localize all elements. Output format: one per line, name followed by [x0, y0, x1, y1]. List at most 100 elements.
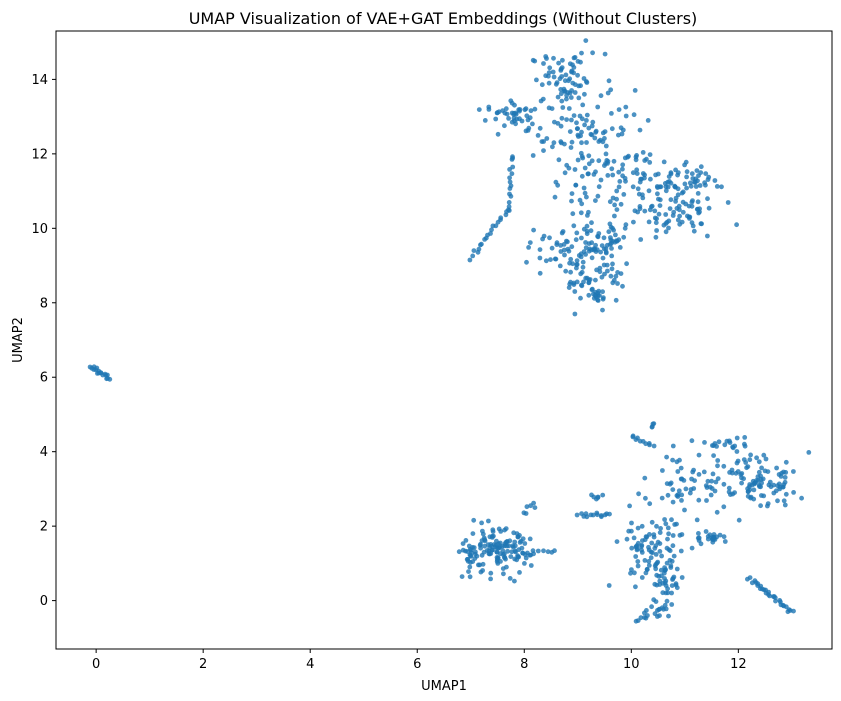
- scatter-point: [593, 249, 599, 255]
- scatter-point: [639, 575, 645, 580]
- scatter-point: [552, 548, 557, 554]
- scatter-point: [698, 170, 704, 176]
- scatter-point: [579, 201, 585, 207]
- scatter-point: [680, 209, 686, 215]
- scatter-point: [616, 132, 621, 138]
- scatter-point: [642, 558, 648, 563]
- scatter-point: [562, 252, 567, 258]
- scatter-point: [651, 534, 657, 540]
- scatter-point: [574, 126, 580, 132]
- scatter-point: [624, 261, 629, 267]
- scatter-point: [695, 199, 701, 205]
- scatter-point: [706, 205, 712, 211]
- scatter-point: [494, 557, 500, 563]
- scatter-point: [567, 260, 572, 266]
- scatter-point: [642, 175, 647, 181]
- scatter-point: [721, 481, 727, 487]
- scatter-point: [545, 549, 551, 555]
- scatter-point: [596, 139, 602, 144]
- scatter-point: [719, 184, 724, 190]
- scatter-point: [528, 563, 534, 568]
- scatter-point: [667, 481, 673, 487]
- scatter-point: [87, 364, 93, 370]
- scatter-point: [620, 283, 625, 289]
- scatter-point: [647, 160, 653, 165]
- scatter-point: [575, 132, 581, 138]
- scatter-point: [753, 480, 758, 486]
- scatter-point: [634, 171, 640, 177]
- scatter-point: [799, 495, 804, 501]
- scatter-point: [653, 599, 659, 604]
- scatter-point: [520, 536, 526, 542]
- scatter-point: [583, 245, 589, 251]
- scatter-point: [571, 113, 577, 118]
- scatter-point: [663, 229, 669, 235]
- scatter-point: [486, 518, 491, 524]
- scatter-point: [670, 576, 676, 581]
- scatter-point: [504, 564, 509, 570]
- scatter-point: [579, 283, 585, 289]
- scatter-point: [730, 491, 736, 497]
- scatter-point: [563, 268, 569, 274]
- scatter-point: [509, 171, 515, 177]
- scatter-point: [510, 154, 515, 160]
- scatter-point: [605, 173, 611, 178]
- scatter-point: [653, 543, 659, 549]
- scatter-point: [647, 152, 653, 158]
- scatter-point: [683, 486, 689, 492]
- scatter-point: [488, 576, 493, 582]
- scatter-point: [678, 465, 684, 471]
- scatter-point: [486, 551, 492, 557]
- y-tick-label: 14: [31, 73, 48, 88]
- scatter-point: [543, 258, 549, 264]
- scatter-point: [689, 476, 694, 482]
- scatter-point: [589, 240, 595, 246]
- scatter-point: [569, 88, 574, 93]
- scatter-point: [570, 80, 576, 86]
- scatter-point: [664, 454, 669, 460]
- scatter-point: [593, 129, 599, 135]
- scatter-point: [661, 159, 667, 165]
- scatter-point: [663, 184, 669, 190]
- scatter-point: [569, 139, 575, 145]
- scatter-point: [600, 307, 605, 313]
- scatter-point: [572, 55, 578, 60]
- scatter-point: [532, 106, 538, 112]
- x-tick-label: 10: [623, 657, 640, 672]
- scatter-point: [632, 88, 638, 93]
- scatter-point: [606, 583, 612, 588]
- scatter-point: [589, 158, 595, 164]
- scatter-point: [468, 547, 474, 553]
- scatter-point: [652, 215, 658, 221]
- scatter-point: [551, 74, 557, 80]
- scatter-point: [631, 219, 636, 225]
- scatter-point: [460, 541, 466, 546]
- scatter-point: [726, 485, 732, 491]
- scatter-point: [581, 279, 586, 285]
- scatter-point: [619, 131, 625, 137]
- scatter-point: [537, 270, 543, 276]
- scatter-point: [538, 98, 544, 104]
- scatter-point: [559, 230, 565, 236]
- scatter-point: [506, 200, 512, 205]
- scatter-point: [708, 492, 714, 498]
- scatter-point: [610, 172, 616, 178]
- scatter-point: [479, 520, 484, 526]
- scatter-point: [759, 480, 764, 486]
- scatter-point: [501, 571, 506, 577]
- scatter-point: [550, 144, 555, 150]
- scatter-point: [679, 190, 685, 196]
- scatter-point: [722, 442, 728, 448]
- scatter-point: [580, 155, 586, 161]
- scatter-point: [547, 235, 552, 241]
- scatter-point: [568, 145, 574, 150]
- scatter-point: [578, 150, 584, 156]
- scatter-point: [652, 208, 658, 214]
- scatter-point: [559, 65, 565, 70]
- scatter-point: [692, 179, 698, 185]
- scatter-point: [480, 568, 485, 573]
- scatter-point: [590, 50, 595, 56]
- scatter-point: [657, 582, 663, 587]
- scatter-point: [775, 483, 780, 489]
- scatter-point: [782, 475, 788, 480]
